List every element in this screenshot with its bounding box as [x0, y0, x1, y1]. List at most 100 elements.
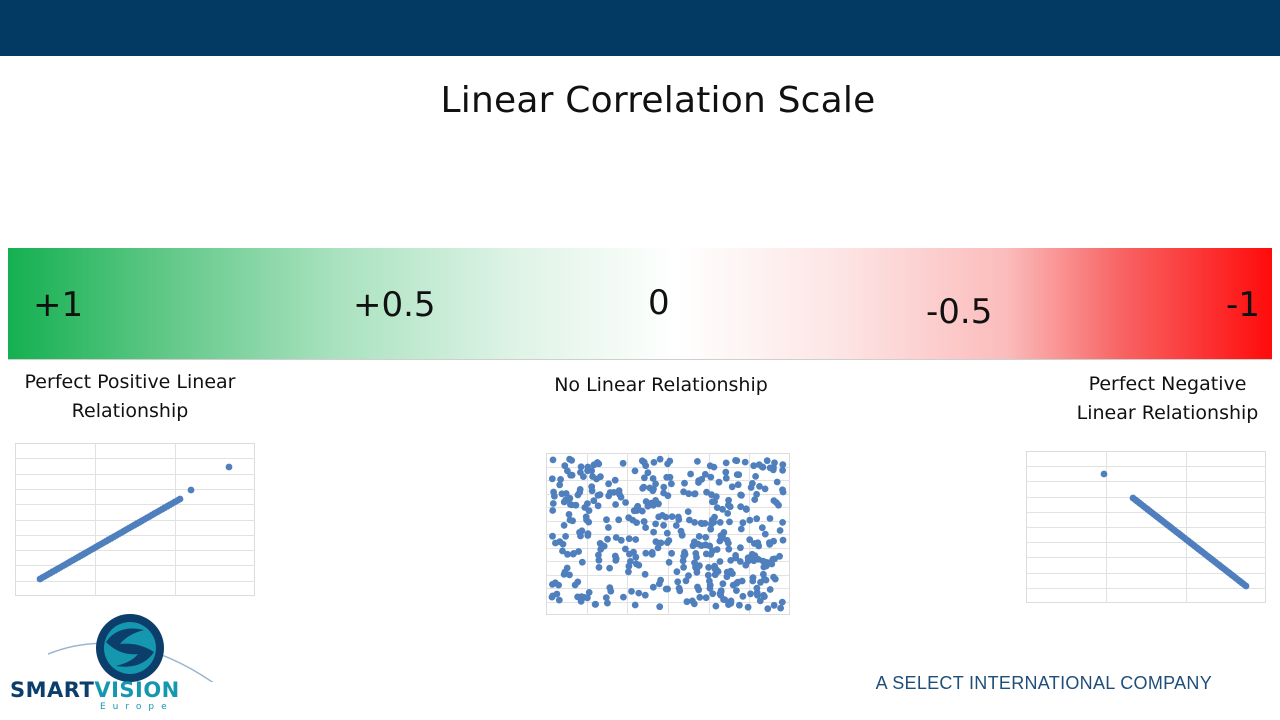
- tick-plus-one: +1: [33, 285, 84, 325]
- data-point: [779, 486, 786, 494]
- data-point: [746, 516, 754, 524]
- data-point: [612, 555, 620, 562]
- data-point: [640, 518, 648, 525]
- data-point: [695, 533, 703, 540]
- positive-description-line1: Perfect Positive Linear: [24, 371, 236, 393]
- positive-scatter-plot: [15, 443, 255, 596]
- data-point: [604, 535, 611, 543]
- data-point: [615, 516, 623, 524]
- data-point: [779, 519, 786, 526]
- data-point: [652, 520, 659, 528]
- smartvision-logo: SMARTVISION Europe: [8, 612, 250, 712]
- data-point: [668, 549, 675, 557]
- data-point: [739, 592, 747, 600]
- data-point: [641, 591, 649, 599]
- data-point: [732, 552, 739, 559]
- data-point: [675, 584, 683, 592]
- data-point: [562, 533, 569, 540]
- data-point: [711, 498, 718, 505]
- data-point: [735, 471, 743, 479]
- data-point: [694, 583, 701, 591]
- data-point: [617, 493, 625, 501]
- data-point: [607, 587, 615, 595]
- data-point: [565, 511, 573, 518]
- data-point: [550, 488, 557, 496]
- data-point: [722, 459, 730, 467]
- data-point: [719, 580, 727, 588]
- logo-swirl-icon: [47, 614, 214, 682]
- data-point: [662, 513, 670, 521]
- data-point: [560, 498, 568, 506]
- data-point: [693, 553, 700, 561]
- data-point: [578, 558, 586, 566]
- data-point: [707, 525, 715, 533]
- data-point: [758, 463, 766, 471]
- data-point: [675, 516, 683, 523]
- data-point: [686, 516, 693, 524]
- data-point: [761, 593, 768, 600]
- data-point: [603, 516, 610, 524]
- data-point: [580, 473, 587, 480]
- positive-scatter-svg: [15, 443, 255, 596]
- data-point: [642, 549, 650, 557]
- data-point: [649, 583, 657, 591]
- data-point: [663, 473, 671, 481]
- data-point: [584, 463, 592, 471]
- data-point: [596, 540, 604, 547]
- data-point: [564, 467, 571, 475]
- data-point: [561, 462, 569, 470]
- data-point: [734, 481, 742, 489]
- data-point: [750, 462, 758, 470]
- data-point: [578, 593, 585, 600]
- data-point: [770, 573, 777, 581]
- data-point: [664, 492, 672, 500]
- data-point: [657, 539, 665, 547]
- data-point: [612, 534, 620, 541]
- data-point: [660, 483, 668, 491]
- data-point: [594, 502, 602, 510]
- data-point: [549, 500, 557, 507]
- data-point: [755, 556, 762, 563]
- random-scatter-svg: [546, 453, 790, 615]
- logo-subtitle: Europe: [100, 702, 174, 712]
- data-point: [715, 478, 723, 486]
- logo-word-vision: VISION: [94, 678, 180, 702]
- data-point: [681, 479, 688, 487]
- data-point: [584, 594, 591, 602]
- data-point: [726, 518, 733, 526]
- data-point: [756, 483, 763, 490]
- data-point: [668, 513, 676, 520]
- data-point: [737, 544, 744, 552]
- data-point: [778, 598, 786, 606]
- data-point: [690, 600, 698, 608]
- data-point: [635, 589, 643, 597]
- data-point: [595, 551, 602, 559]
- data-point: [619, 459, 627, 467]
- data-point: [549, 456, 557, 464]
- data-point: [764, 605, 772, 613]
- data-point: [728, 483, 736, 491]
- data-point: [720, 596, 727, 603]
- data-point: [632, 560, 640, 568]
- data-point: [631, 601, 639, 609]
- tick-minus-half: -0.5: [926, 292, 993, 332]
- data-point: [605, 480, 612, 488]
- data-point: [552, 539, 559, 547]
- data-point: [176, 495, 184, 503]
- data-point: [711, 513, 718, 521]
- data-point: [736, 558, 744, 565]
- data-point: [629, 516, 637, 524]
- data-point: [761, 485, 769, 493]
- data-point: [749, 577, 757, 585]
- data-point: [642, 462, 650, 470]
- data-point: [691, 490, 699, 498]
- data-point: [696, 593, 704, 601]
- data-point: [660, 521, 667, 529]
- data-point: [584, 530, 592, 537]
- data-point: [650, 528, 657, 536]
- data-point: [597, 473, 604, 481]
- data-point: [716, 558, 724, 565]
- data-point: [566, 494, 574, 502]
- data-point: [685, 572, 692, 579]
- data-point: [753, 515, 761, 523]
